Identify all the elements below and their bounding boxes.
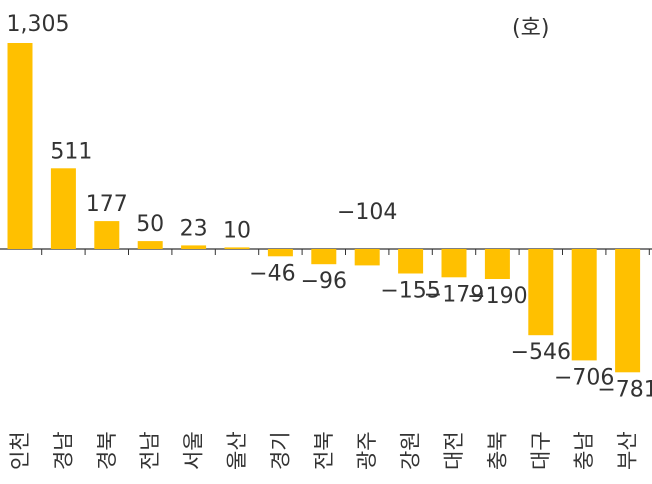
bar-울산 [224,247,250,249]
data-label: −179 [424,282,484,307]
x-tick-label: 강원 [399,431,423,470]
bar-경남 [50,168,76,249]
data-label: −104 [337,200,397,225]
data-label: −46 [249,261,295,286]
data-label: −155 [380,279,440,304]
unit-label: (호) [512,16,550,41]
data-label: 10 [223,218,251,243]
x-tick-label: 충남 [572,431,596,470]
data-label: 23 [180,216,208,241]
x-tick-label: 인천 [8,431,32,470]
x-tick-label: 대구 [529,431,553,470]
x-tick-label: 대전 [442,431,466,470]
bar-인천 [7,43,33,249]
x-tick-label: 충북 [485,431,509,470]
data-label: 177 [86,192,128,217]
bar-대전 [441,249,467,278]
data-label: −190 [467,284,527,309]
x-tick-label: 부산 [616,431,640,470]
x-tick-label: 서울 [182,431,206,470]
x-tick-label: 경기 [268,431,292,470]
data-label: 1,305 [7,12,70,37]
bar-서울 [181,245,207,249]
bar-충남 [571,249,597,361]
bar-강원 [398,249,424,274]
data-label: −546 [511,340,571,365]
x-tick-label: 전남 [138,431,162,470]
x-tick-label: 경남 [51,431,75,470]
data-label: −706 [554,365,614,390]
bar-전남 [137,241,163,249]
data-label: −96 [301,269,347,294]
x-tick-label: 경북 [95,431,119,470]
bar-전북 [311,249,337,265]
x-tick-label: 전북 [312,431,336,470]
bar-부산 [615,249,641,373]
data-label: 50 [136,212,164,237]
bar-대구 [528,249,554,336]
bar-경기 [267,249,293,257]
x-tick-label: 광주 [355,431,379,470]
data-label: −781 [597,377,652,402]
bar-충북 [484,249,510,279]
bar-광주 [354,249,380,266]
x-tick-label: 울산 [225,431,249,470]
bar-경북 [94,221,120,249]
data-label: 511 [50,139,92,164]
